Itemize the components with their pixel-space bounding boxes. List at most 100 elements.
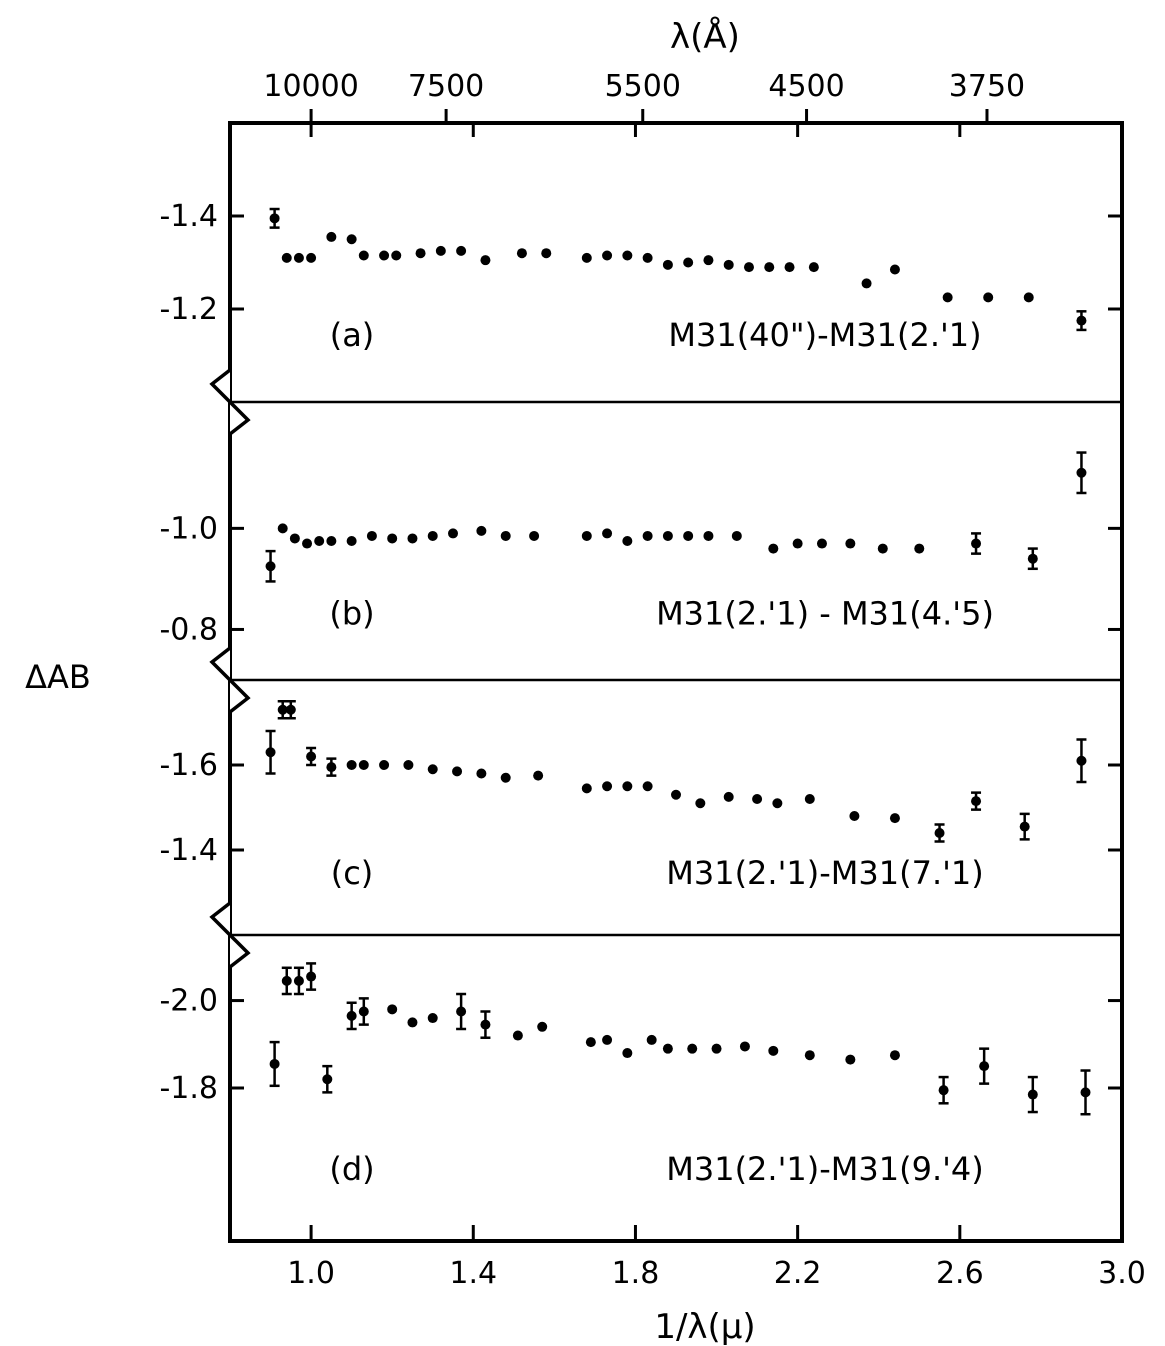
top-tick-label: 5500 xyxy=(605,69,681,104)
data-point xyxy=(845,538,856,549)
data-point xyxy=(642,252,653,263)
data-point xyxy=(476,768,487,779)
data-point xyxy=(808,262,819,273)
data-point xyxy=(602,781,613,792)
data-point xyxy=(265,747,276,758)
data-point xyxy=(314,536,325,546)
data-point xyxy=(877,543,888,554)
data-point xyxy=(452,766,463,777)
data-point xyxy=(942,292,953,303)
data-point xyxy=(743,262,754,273)
data-point xyxy=(346,536,357,546)
data-point xyxy=(366,530,377,541)
data-point xyxy=(622,536,633,546)
plot-border xyxy=(228,121,1124,1243)
data-point xyxy=(480,255,491,266)
data-point xyxy=(622,250,633,261)
x-axis-label: 1/λ(μ) xyxy=(654,1307,755,1346)
data-point xyxy=(1023,292,1034,303)
data-point xyxy=(1076,467,1087,478)
data-point xyxy=(723,259,734,270)
data-point xyxy=(448,528,458,539)
data-point xyxy=(456,1006,467,1017)
panel-letter: (a) xyxy=(330,316,375,354)
data-point xyxy=(581,530,592,541)
y-tick-label: -1.8 xyxy=(159,1071,218,1106)
data-point xyxy=(387,1004,398,1015)
data-point xyxy=(265,561,276,572)
data-point xyxy=(516,248,527,259)
data-point xyxy=(285,704,296,715)
y-tick-label: -2.0 xyxy=(159,984,218,1019)
data-point xyxy=(845,1054,856,1065)
data-point xyxy=(512,1030,523,1041)
data-point xyxy=(581,252,592,263)
data-point xyxy=(302,538,313,549)
data-point xyxy=(662,259,673,270)
data-point xyxy=(695,798,706,809)
data-point xyxy=(533,770,544,781)
data-point xyxy=(622,1048,633,1059)
data-point xyxy=(768,543,779,554)
data-point xyxy=(407,1017,418,1028)
data-point xyxy=(289,533,300,544)
chart-marks xyxy=(265,207,1091,1116)
data-point xyxy=(435,245,446,256)
data-point xyxy=(269,213,280,224)
data-point xyxy=(537,1021,548,1032)
data-point xyxy=(358,250,369,261)
data-point xyxy=(427,764,438,775)
data-point xyxy=(306,971,317,982)
data-point xyxy=(415,248,426,259)
data-point xyxy=(391,250,402,261)
data-point xyxy=(889,1050,900,1061)
axis-break-mark xyxy=(209,646,251,714)
data-point xyxy=(476,525,487,536)
data-point xyxy=(683,530,694,541)
data-point xyxy=(971,538,982,549)
data-point xyxy=(1027,1089,1038,1100)
data-point xyxy=(602,528,613,539)
data-point xyxy=(662,530,673,541)
data-point xyxy=(711,1043,722,1054)
data-point xyxy=(277,704,288,715)
data-point xyxy=(456,245,467,256)
panel-letter: (b) xyxy=(329,594,374,632)
data-point xyxy=(1076,315,1087,326)
data-point xyxy=(1080,1087,1091,1098)
data-point xyxy=(979,1061,990,1072)
data-point xyxy=(816,538,827,549)
data-point xyxy=(602,250,613,261)
data-point xyxy=(703,530,714,541)
data-point xyxy=(403,760,414,770)
data-point xyxy=(346,234,357,245)
data-point xyxy=(752,794,763,804)
y-tick-label: -0.8 xyxy=(159,612,218,647)
data-point xyxy=(346,760,357,770)
data-point xyxy=(346,1010,357,1021)
panel-label: M31(40")-M31(2.'1) xyxy=(668,316,981,354)
panel-label: M31(2.'1)-M31(9.'4) xyxy=(666,1150,984,1188)
data-point xyxy=(1019,821,1030,832)
data-point xyxy=(293,252,304,263)
data-point xyxy=(642,530,653,541)
data-point xyxy=(387,533,398,544)
data-point xyxy=(671,789,681,800)
data-point xyxy=(662,1043,673,1054)
data-point xyxy=(358,1006,369,1017)
top-tick-label: 10000 xyxy=(263,69,358,104)
data-point xyxy=(326,231,337,242)
top-tick-label: 7500 xyxy=(408,69,484,104)
data-point xyxy=(427,530,438,541)
data-point xyxy=(277,523,288,534)
data-point xyxy=(889,813,900,824)
top-axis-label: λ(Å) xyxy=(670,16,740,57)
data-point xyxy=(358,760,369,770)
data-point xyxy=(703,255,714,266)
top-tick-label: 4500 xyxy=(768,69,844,104)
data-point xyxy=(585,1037,596,1048)
y-tick-label: -1.0 xyxy=(159,511,218,546)
data-point xyxy=(306,252,317,263)
data-point xyxy=(541,248,552,259)
data-point xyxy=(1076,755,1087,766)
